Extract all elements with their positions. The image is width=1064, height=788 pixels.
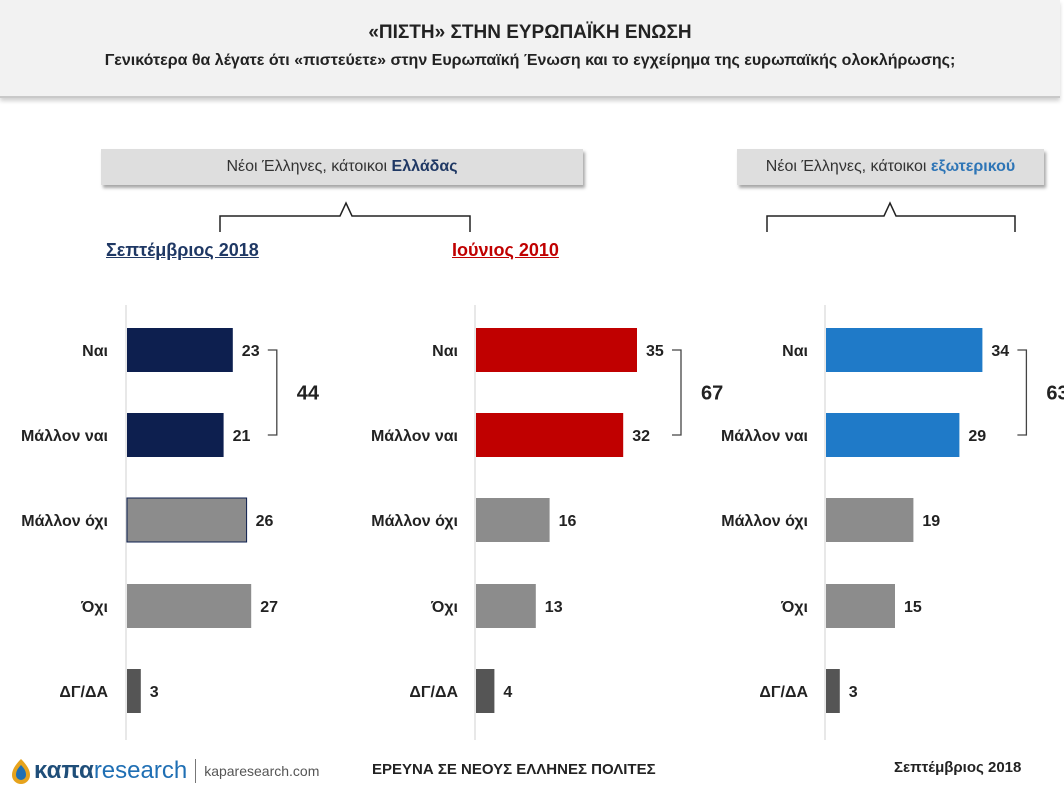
category-label-greece-2018-4: ΔΓ/ΔΑ: [59, 684, 108, 701]
footer-date-label: Σεπτέμβριος 2018: [894, 759, 1022, 776]
header-band: «ΠΙΣΤΗ» ΣΤΗΝ ΕΥΡΩΠΑΪΚΗ ΕΝΩΣΗ Γενικότερα …: [0, 0, 1060, 98]
value-label-greece-2010-1: 32: [632, 428, 650, 445]
bar-greece-2018-1: [127, 413, 224, 457]
bar-greece-2010-4: [476, 669, 495, 713]
logo-divider: [195, 759, 197, 783]
logo-brand-text: καπα: [34, 757, 94, 784]
category-label-greece-2018-3: Όχι: [80, 599, 108, 616]
bar-greece-2018-4: [127, 669, 141, 713]
value-label-greece-2010-4: 4: [503, 684, 512, 701]
group-label-greece-highlight: Ελλάδας: [391, 158, 458, 175]
footer-survey-label: ΕΡΕΥΝΑ ΣΕ ΝΕΟΥΣ ΕΛΛΗΝΕΣ ΠΟΛΙΤΕΣ: [372, 761, 656, 778]
bar-greece-2010-2: [476, 498, 550, 542]
bar-abroad-2018-4: [826, 669, 840, 713]
page-subtitle: Γενικότερα θα λέγατε ότι «πιστεύετε» στη…: [104, 52, 956, 69]
bar-greece-2010-1: [476, 413, 624, 457]
value-label-greece-2010-2: 16: [559, 513, 577, 530]
bar-abroad-2018-2: [826, 498, 914, 542]
sum-bracket-greece-2010: [672, 349, 682, 436]
category-label-greece-2010-0: Ναι: [432, 343, 458, 360]
value-label-greece-2018-0: 23: [242, 343, 260, 360]
value-label-greece-2018-2: 26: [256, 513, 274, 530]
sum-label-greece-2010: 67: [701, 383, 723, 405]
sum-label-abroad-2018: 63: [1046, 383, 1064, 405]
bar-abroad-2018-0: [826, 328, 983, 372]
category-label-abroad-2018-1: Μάλλον ναι: [721, 428, 808, 445]
bar-greece-2018-3: [127, 584, 252, 628]
bar-abroad-2018-1: [826, 413, 960, 457]
logo-word-text: research: [93, 757, 188, 784]
sum-label-greece-2018: 44: [297, 383, 320, 405]
value-label-abroad-2018-1: 29: [968, 428, 986, 445]
group-label-abroad-highlight: εξωτερικού: [930, 158, 1016, 175]
sum-bracket-greece-2018: [267, 349, 278, 436]
category-label-greece-2010-3: Όχι: [430, 599, 458, 616]
category-label-greece-2018-2: Μάλλον όχι: [21, 513, 108, 530]
value-label-abroad-2018-4: 3: [849, 684, 858, 701]
value-label-abroad-2018-3: 15: [904, 599, 922, 616]
bar-greece-2010-3: [476, 584, 536, 628]
category-label-abroad-2018-2: Μάλλον όχι: [721, 513, 808, 530]
group-label-greece: Νέοι Έλληνες, κάτοικοι Ελλάδας: [101, 149, 583, 185]
value-label-greece-2010-0: 35: [646, 343, 664, 360]
brace-abroad: [766, 201, 1016, 232]
page-title: «ΠΙΣΤΗ» ΣΤΗΝ ΕΥΡΩΠΑΪΚΗ ΕΝΩΣΗ: [368, 22, 692, 43]
category-label-abroad-2018-0: Ναι: [782, 343, 808, 360]
value-label-greece-2018-3: 27: [260, 599, 278, 616]
group-label-greece-prefix: Νέοι Έλληνες, κάτοικοι: [226, 158, 392, 175]
value-label-greece-2010-3: 13: [545, 599, 563, 616]
value-label-greece-2018-4: 3: [150, 684, 159, 701]
sum-bracket-abroad-2018: [1017, 349, 1028, 436]
bar-greece-2010-0: [476, 328, 637, 372]
bar-abroad-2018-3: [826, 584, 895, 628]
value-label-abroad-2018-0: 34: [991, 343, 1009, 360]
logo-url-text: kaparesearch.com: [204, 763, 320, 779]
category-label-greece-2010-2: Μάλλον όχι: [371, 513, 458, 530]
bar-greece-2018-2: [126, 497, 248, 543]
logo: καπα research kaparesearch.com: [10, 755, 319, 787]
bar-greece-2018-0: [127, 328, 233, 372]
category-label-greece-2010-4: ΔΓ/ΔΑ: [409, 684, 458, 701]
category-label-greece-2010-1: Μάλλον ναι: [371, 428, 458, 445]
group-label-abroad: Νέοι Έλληνες, κάτοικοι εξωτερικού: [737, 149, 1044, 185]
period-title-2010: Ιούνιος 2010: [452, 240, 559, 260]
value-label-abroad-2018-2: 19: [922, 513, 940, 530]
category-label-abroad-2018-4: ΔΓ/ΔΑ: [759, 684, 808, 701]
group-label-abroad-prefix: Νέοι Έλληνες, κάτοικοι: [765, 158, 931, 175]
category-label-abroad-2018-3: Όχι: [780, 599, 808, 616]
brace-greece: [219, 201, 471, 232]
value-label-greece-2018-1: 21: [233, 428, 251, 445]
logo-mark-icon: [12, 759, 30, 784]
category-label-greece-2018-0: Ναι: [82, 343, 108, 360]
category-label-greece-2018-1: Μάλλον ναι: [21, 428, 108, 445]
period-title-2018: Σεπτέμβριος 2018: [106, 240, 259, 260]
